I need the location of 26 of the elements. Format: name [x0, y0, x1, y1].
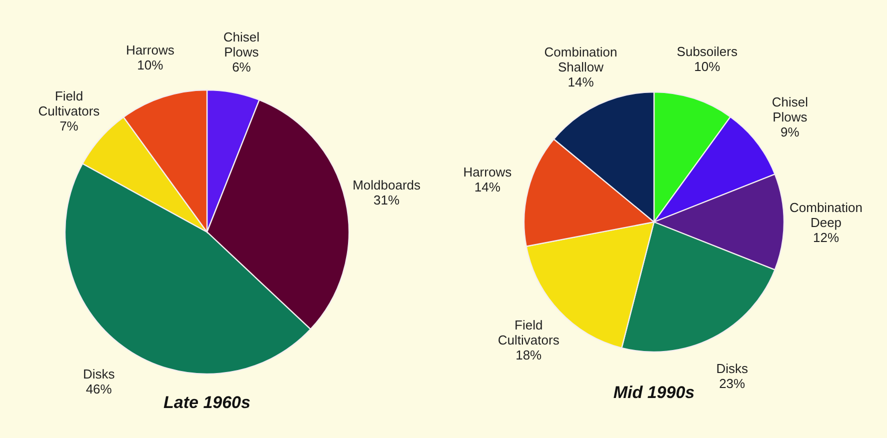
- slice-label: Field Cultivators: [38, 88, 100, 118]
- slice-label: Moldboards: [352, 177, 422, 192]
- slice-label: Disks: [716, 360, 748, 376]
- data-label: 9%: [780, 124, 800, 140]
- data-label: 18%: [516, 348, 542, 363]
- data-label: 12%: [812, 230, 840, 245]
- slice-label: Harrows: [463, 164, 512, 180]
- slice-label: Combination Shallow: [544, 44, 618, 74]
- data-label: 10%: [694, 58, 721, 74]
- slice-label: Chisel Plows: [223, 29, 260, 60]
- slice-label: Chisel Plows: [772, 94, 808, 125]
- data-label: 10%: [137, 58, 164, 73]
- slice-label: Combination Deep: [790, 200, 862, 230]
- data-label: 6%: [232, 59, 252, 74]
- slice-label: Field Cultivators: [498, 318, 560, 348]
- slice-label: Harrows: [126, 42, 175, 58]
- data-label: 14%: [568, 74, 594, 90]
- slice-label: Disks: [82, 366, 116, 382]
- text: Mid 1990s: [613, 383, 695, 402]
- slice-label: Subsoilers: [676, 44, 738, 59]
- text: Late 1960s: [164, 393, 250, 412]
- data-label: 23%: [719, 376, 746, 391]
- data-label: 46%: [86, 381, 112, 396]
- data-label: 31%: [374, 192, 400, 208]
- data-label: 14%: [474, 180, 501, 195]
- data-label: 7%: [60, 118, 79, 134]
